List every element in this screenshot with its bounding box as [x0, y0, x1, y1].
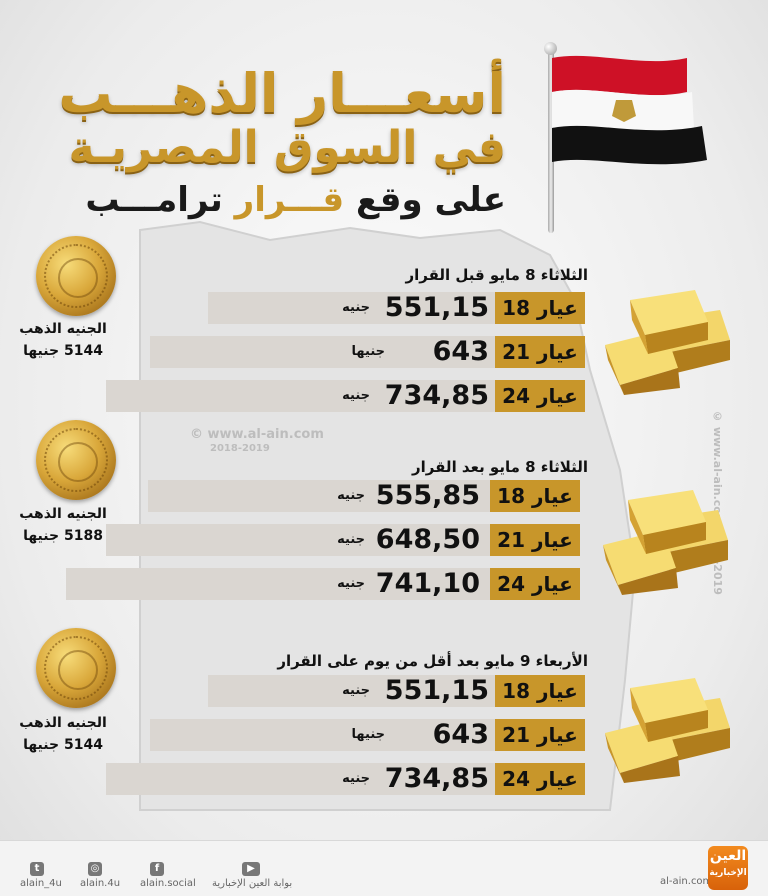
price-value: 643 — [432, 719, 489, 750]
price-value: 551,15 — [384, 675, 489, 706]
title-line-3-part-c: ترامـــب — [85, 180, 235, 220]
price-unit: جنيها — [351, 344, 385, 359]
al-ain-logo: العين الإخبارية — [708, 846, 748, 890]
flag-pole — [548, 48, 554, 233]
coin-caption-2: الجنيه الذهب 5188 جنيها — [8, 503, 118, 547]
karat-label: عيار 18 — [490, 480, 580, 512]
karat-label: عيار 24 — [490, 568, 580, 600]
logo-bottom-text: الإخبارية — [709, 868, 747, 878]
price-row: عيار 21 648,50 جنيه — [106, 524, 580, 556]
watermark-url-text: © www.al-ain.com — [190, 427, 324, 442]
title-line-2: في السوق المصريـة — [68, 122, 506, 173]
price-unit: جنيه — [337, 576, 365, 591]
price-row: عيار 24 734,85 جنيه — [106, 763, 585, 795]
price-row: عيار 18 551,15 جنيه — [208, 675, 585, 707]
price-value: 555,85 — [375, 480, 480, 511]
coin-caption-1: الجنيه الذهب 5144 جنيها — [8, 318, 118, 362]
price-row: عيار 18 555,85 جنيه — [148, 480, 580, 512]
price-row: عيار 24 741,10 جنيه — [66, 568, 580, 600]
price-unit: جنيه — [337, 532, 365, 547]
karat-label: عيار 18 — [495, 675, 585, 707]
watermark-years: 2018-2019 — [210, 443, 270, 454]
coin-caption-1-price: 5144 جنيها — [23, 343, 103, 359]
gold-coin-icon — [36, 628, 116, 708]
gold-bars-icon — [605, 678, 730, 783]
karat-label: عيار 18 — [495, 292, 585, 324]
title-line-3-part-a: على وقع — [344, 180, 506, 220]
price-value: 551,15 — [384, 292, 489, 323]
youtube-icon: ▶ — [242, 862, 260, 876]
title-line-3: على وقع قـــرار ترامـــب — [85, 180, 506, 220]
price-unit: جنيه — [342, 388, 370, 403]
section-1-title: الثلاثاء 8 مايو قبل القرار — [405, 266, 588, 284]
price-row: عيار 21 643 جنيها — [150, 336, 585, 368]
section-2-title: الثلاثاء 8 مايو بعد القرار — [412, 458, 588, 476]
youtube-channel: بوابة العين الإخبارية — [212, 878, 293, 889]
footer-bar — [0, 840, 768, 896]
instagram-icon: ◎ — [88, 862, 102, 876]
price-value: 643 — [432, 336, 489, 367]
section-3-title: الأربعاء 9 مايو بعد أقل من يوم على القرا… — [277, 652, 588, 670]
egypt-flag-icon — [552, 55, 707, 165]
price-unit: جنيه — [342, 300, 370, 315]
coin-caption-3-price: 5144 جنيها — [23, 737, 103, 753]
site-url[interactable]: al-ain.com — [660, 876, 713, 887]
gold-coin-icon — [36, 420, 116, 500]
price-value: 734,85 — [384, 380, 489, 411]
twitter-icon: t — [30, 862, 44, 876]
gold-bars-icon — [605, 290, 730, 395]
price-row: عيار 18 551,15 جنيه — [208, 292, 585, 324]
price-value: 734,85 — [384, 763, 489, 794]
watermark-url: © www.al-ain.com 2018-2019 — [190, 428, 324, 456]
karat-label: عيار 21 — [490, 524, 580, 556]
facebook-handle: alain.social — [140, 878, 196, 889]
instagram-handle: alain.4u — [80, 878, 121, 889]
karat-label: عيار 21 — [495, 719, 585, 751]
coin-caption-2-name: الجنيه الذهب — [19, 506, 107, 522]
logo-top-text: العين — [709, 848, 747, 864]
karat-label: عيار 21 — [495, 336, 585, 368]
coin-caption-2-price: 5188 جنيها — [23, 528, 103, 544]
price-value: 741,10 — [375, 568, 480, 599]
price-unit: جنيه — [342, 771, 370, 786]
price-value: 648,50 — [375, 524, 480, 555]
price-unit: جنيه — [337, 488, 365, 503]
price-unit: جنيه — [342, 683, 370, 698]
karat-label: عيار 24 — [495, 763, 585, 795]
twitter-handle: alain_4u — [20, 878, 62, 889]
facebook-icon: f — [150, 862, 164, 876]
gold-bars-icon — [603, 490, 728, 595]
karat-label: عيار 24 — [495, 380, 585, 412]
title-line-3-highlight: قـــرار — [234, 180, 345, 220]
coin-caption-1-name: الجنيه الذهب — [19, 321, 107, 337]
price-unit: جنيها — [351, 727, 385, 742]
price-row: عيار 21 643 جنيها — [150, 719, 585, 751]
title-line-1: أسعـــار الذهـــب — [58, 62, 506, 125]
gold-coin-icon — [36, 236, 116, 316]
price-row: عيار 24 734,85 جنيه — [106, 380, 585, 412]
coin-caption-3: الجنيه الذهب 5144 جنيها — [8, 712, 118, 756]
coin-caption-3-name: الجنيه الذهب — [19, 715, 107, 731]
flag-pole-ball — [544, 42, 557, 55]
